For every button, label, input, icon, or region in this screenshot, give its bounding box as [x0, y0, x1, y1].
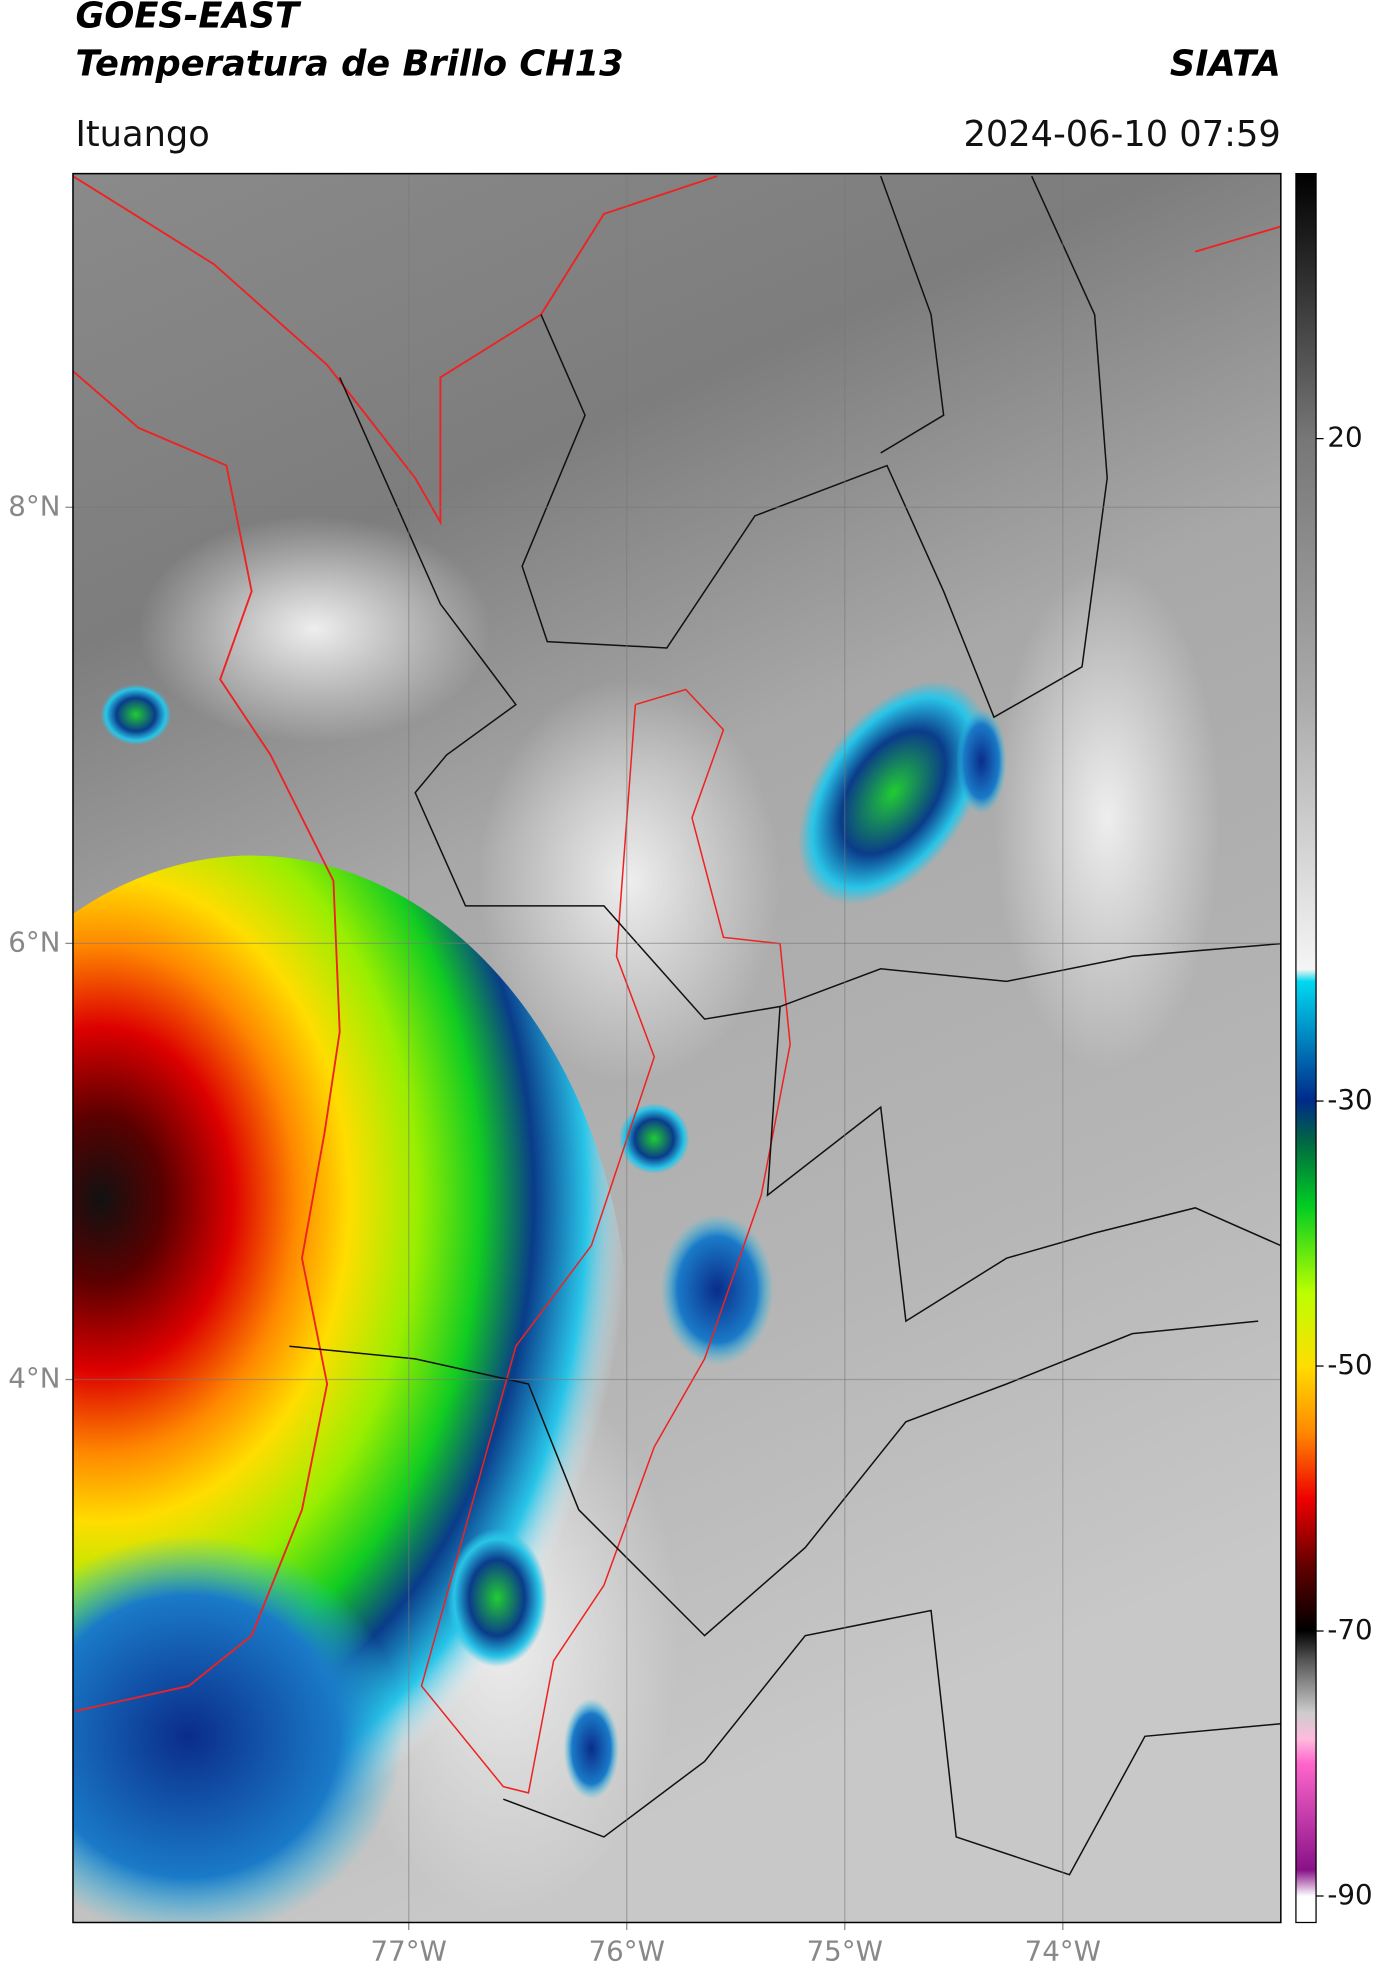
- satellite: GOES-EAST: [75, 0, 302, 37]
- graticule: 8°N 6°N 4°N 77°W 76°W 75°W 74°W: [8, 173, 1281, 1968]
- lon-tick-label: 77°W: [371, 1935, 447, 1968]
- colorbar: [1295, 172, 1317, 1924]
- product: Temperatura de Brillo CH13: [75, 43, 623, 84]
- lat-tick-label: 6°N: [8, 925, 60, 958]
- agency: SIATA: [1170, 43, 1281, 84]
- colorbar-tick-label: 20: [1327, 421, 1362, 454]
- region: Ituango: [75, 114, 209, 155]
- timestamp: 2024-06-10 07:59: [963, 114, 1280, 155]
- colorbar-ticks: 20 -30 -50 -70 -90: [1316, 421, 1373, 1911]
- colorbar-tick-label: -70: [1327, 1613, 1372, 1646]
- lat-tick-label: 8°N: [8, 489, 60, 522]
- colorbar-tick-label: -90: [1327, 1878, 1372, 1911]
- lon-tick-label: 74°W: [1025, 1935, 1101, 1968]
- map-image: [72, 173, 1281, 1923]
- lon-tick-label: 75°W: [807, 1935, 883, 1968]
- lon-tick-label: 76°W: [589, 1935, 665, 1968]
- colorbar-tick-label: -50: [1327, 1348, 1372, 1381]
- colorbar-tick-label: -30: [1327, 1083, 1372, 1116]
- map-frame: [72, 172, 1282, 1924]
- lat-tick-label: 4°N: [8, 1362, 60, 1395]
